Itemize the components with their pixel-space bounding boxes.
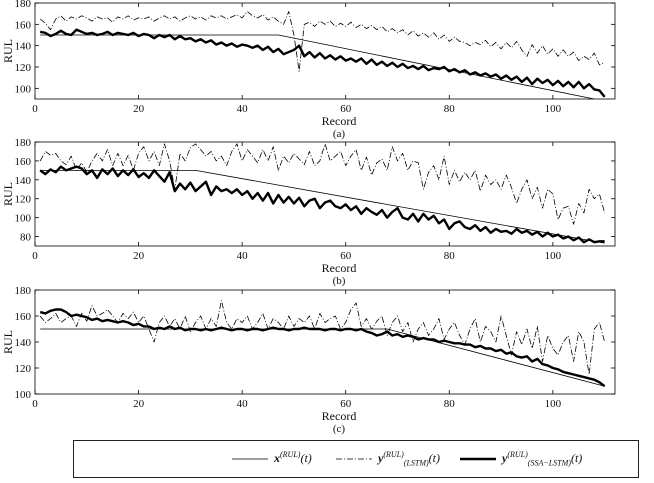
- x-tick-label: 80: [444, 103, 456, 115]
- plot-frame: [34, 141, 616, 247]
- y-tick-label: 100: [15, 83, 32, 95]
- x-tick-label: 20: [133, 103, 145, 115]
- x-tick-label: 0: [32, 250, 38, 262]
- y-tick-label: 160: [15, 19, 32, 31]
- x-axis-label: Record: [322, 409, 357, 423]
- legend: x(RUL)(t) y(RUL)(LSTM)(t) y(RUL)(SSA−LST…: [73, 440, 639, 478]
- x-tick-label: 40: [237, 398, 249, 410]
- legend-item-ssa: y(RUL)(SSA−LSTM)(t): [460, 441, 582, 477]
- y-axis-label: RUL: [1, 330, 15, 354]
- x-axis-label: Record: [322, 114, 357, 128]
- y-axis-label: RUL: [1, 182, 15, 206]
- y-tick-label: 80: [20, 232, 32, 244]
- legend-label-x: x(RUL)(t): [274, 450, 312, 466]
- legend-item-lstm: y(RUL)(LSTM)(t): [336, 441, 440, 477]
- x-tick-label: 100: [545, 103, 562, 115]
- y-tick-label: 160: [15, 311, 32, 323]
- series-line-ssa: [39, 28, 606, 98]
- y-tick-label: 180: [15, 285, 32, 297]
- x-tick-label: 60: [340, 398, 352, 410]
- panel-a: 0 20 40 60 80 100 100 120 140 160 180 Record RUL (a): [1, 0, 616, 140]
- panel-b: 0 20 40 60 80 100 80 100 120 140 160 180 Record RUL (b…: [1, 137, 616, 287]
- series-line-lstm: [39, 143, 606, 225]
- x-axis-label: Record: [322, 261, 357, 275]
- x-tick-label: 20: [133, 250, 145, 262]
- series-group: [39, 300, 606, 388]
- series-line-ssa: [39, 308, 606, 388]
- y-tick-label: 120: [15, 62, 32, 74]
- legend-item-x: x(RUL)(t): [232, 441, 312, 477]
- panel-label: (a): [333, 128, 346, 140]
- plot-frame: [34, 2, 616, 100]
- panel-label: (c): [333, 423, 346, 435]
- x-tick-label: 100: [545, 250, 562, 262]
- legend-label-lstm: y(RUL)(LSTM)(t): [378, 450, 440, 468]
- x-tick-label: 100: [545, 398, 562, 410]
- y-tick-label: 140: [15, 337, 32, 349]
- series-line-lstm: [39, 11, 605, 72]
- series-line-lstm: [39, 300, 606, 375]
- legend-label-ssa: y(RUL)(SSA−LSTM)(t): [502, 450, 583, 468]
- panel-c: 0 20 40 60 80 100 100 120 140 160 180 Record RUL (c): [1, 285, 616, 435]
- y-axis-label: RUL: [1, 39, 15, 63]
- x-tick-label: 80: [444, 398, 456, 410]
- series-line-ssa: [39, 165, 605, 244]
- series-line-x: [40, 34, 597, 99]
- plot-frame: [34, 289, 616, 395]
- y-tick-label: 100: [15, 213, 32, 225]
- x-tick-label: 60: [340, 103, 352, 115]
- y-tick-label: 180: [15, 137, 32, 149]
- y-tick-label: 120: [15, 363, 32, 375]
- series-group: [39, 11, 606, 99]
- y-tick-label: 100: [15, 389, 32, 401]
- y-tick-label: 140: [15, 41, 32, 53]
- y-tick-label: 180: [15, 0, 32, 10]
- x-tick-label: 20: [133, 398, 145, 410]
- panel-label: (b): [333, 275, 346, 287]
- y-tick-label: 120: [15, 194, 32, 206]
- y-tick-label: 140: [15, 175, 32, 187]
- x-tick-label: 40: [237, 250, 249, 262]
- series-group: [39, 143, 606, 244]
- x-tick-label: 80: [444, 250, 456, 262]
- x-tick-label: 0: [32, 103, 38, 115]
- x-tick-label: 0: [32, 398, 38, 410]
- x-tick-label: 40: [237, 103, 249, 115]
- y-tick-label: 160: [15, 156, 32, 168]
- x-tick-label: 60: [340, 250, 352, 262]
